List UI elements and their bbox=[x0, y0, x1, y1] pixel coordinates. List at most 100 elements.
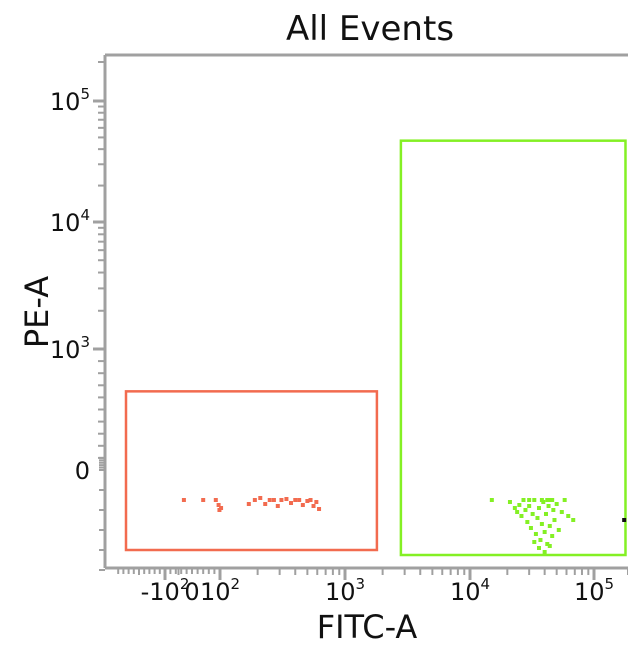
data-point-series-2 bbox=[539, 498, 544, 502]
y-tick-label: 105 bbox=[50, 85, 90, 116]
x-tick-label-text: -102 bbox=[141, 575, 190, 606]
data-point-series-2 bbox=[512, 506, 517, 510]
data-point-series-2 bbox=[542, 550, 547, 554]
data-point-series-2 bbox=[552, 518, 557, 522]
tick-exponent: 5 bbox=[80, 85, 90, 103]
y-tick-label-text: 105 bbox=[50, 85, 90, 116]
data-point-series-2 bbox=[533, 532, 538, 536]
data-point-series-1 bbox=[311, 504, 316, 508]
data-point-series-2 bbox=[515, 510, 520, 514]
y-tick-label-text: 104 bbox=[50, 206, 90, 237]
data-points bbox=[181, 496, 627, 554]
tick-base: 10 bbox=[50, 209, 81, 237]
data-point-series-1 bbox=[267, 498, 272, 502]
y-tick-label: 103 bbox=[50, 333, 90, 364]
tick-base: 0 bbox=[184, 578, 199, 606]
data-point-series-2 bbox=[519, 514, 524, 518]
y-tick-label: 104 bbox=[50, 206, 90, 237]
data-point-series-2 bbox=[521, 498, 526, 502]
data-point-series-1 bbox=[252, 498, 257, 502]
tick-exponent: 4 bbox=[80, 206, 90, 224]
data-point-series-2 bbox=[507, 500, 512, 504]
data-point-series-2 bbox=[536, 506, 541, 510]
data-point-series-2 bbox=[489, 498, 494, 502]
tick-base: 10 bbox=[574, 578, 605, 606]
tick-exponent: 3 bbox=[80, 333, 90, 351]
data-point-series-2 bbox=[523, 508, 528, 512]
data-point-series-2 bbox=[566, 514, 571, 518]
y-axis-minor-ticks bbox=[93, 61, 105, 571]
x-tick-label-text: 105 bbox=[574, 575, 614, 606]
data-point-series-2 bbox=[536, 546, 541, 550]
data-point-series-2 bbox=[539, 522, 544, 526]
data-point-series-2 bbox=[527, 504, 532, 508]
data-point-series-1 bbox=[213, 498, 218, 502]
x-axis-minor-ticks bbox=[117, 568, 628, 580]
data-point-series-1 bbox=[201, 498, 206, 502]
x-tick-label: 103 bbox=[325, 575, 365, 606]
gates bbox=[124, 139, 627, 557]
tick-base: 10 bbox=[200, 578, 231, 606]
x-tick-label-text: 102 bbox=[200, 575, 240, 606]
x-tick-label: 102 bbox=[200, 575, 240, 606]
data-point-series-2 bbox=[535, 516, 540, 520]
y-tick-label: 0 bbox=[75, 457, 90, 485]
data-point-series-2 bbox=[538, 538, 543, 542]
data-point-series-2 bbox=[554, 502, 559, 506]
data-point-series-2 bbox=[545, 498, 550, 502]
tick-base: 10 bbox=[325, 578, 356, 606]
data-point-series-1 bbox=[305, 499, 310, 503]
data-point-series-1 bbox=[181, 498, 186, 502]
data-point-series-1 bbox=[308, 498, 313, 502]
data-point-series-2 bbox=[532, 498, 537, 502]
x-tick-label-text: 104 bbox=[450, 575, 490, 606]
x-tick-label: 0 bbox=[184, 578, 199, 606]
tick-base: 10 bbox=[450, 578, 481, 606]
tick-exponent: 4 bbox=[481, 575, 491, 593]
x-tick-label-text: 0 bbox=[184, 578, 199, 606]
y-tick-label-text: 103 bbox=[50, 333, 90, 364]
data-point-series-2 bbox=[530, 512, 535, 516]
data-point-series-1 bbox=[216, 503, 221, 507]
data-point-series-2 bbox=[556, 528, 561, 532]
data-point-series-2 bbox=[547, 524, 552, 528]
data-point-series-1 bbox=[284, 497, 289, 501]
data-point-series-2 bbox=[546, 504, 551, 508]
data-point-series-2 bbox=[550, 534, 555, 538]
data-point-series-2 bbox=[542, 530, 547, 534]
data-point-series-2 bbox=[571, 518, 576, 522]
data-point-series-2 bbox=[545, 542, 550, 546]
data-point-series-2 bbox=[525, 520, 530, 524]
data-point-series-2 bbox=[528, 526, 533, 530]
data-point-series-1 bbox=[289, 501, 294, 505]
tick-exponent: 2 bbox=[180, 575, 190, 593]
x-tick-label: -102 bbox=[141, 575, 190, 606]
data-point-series-2 bbox=[550, 498, 555, 502]
x-tick-label: 105 bbox=[574, 575, 614, 606]
data-point-series-1 bbox=[314, 500, 319, 504]
data-point-series-2 bbox=[547, 544, 552, 548]
gate-2 bbox=[399, 139, 627, 557]
y-axis-title: PE-A bbox=[18, 276, 56, 348]
data-point-series-2 bbox=[543, 512, 548, 516]
tick-base: 0 bbox=[75, 457, 90, 485]
data-point-series-2 bbox=[527, 498, 532, 502]
x-tick-label-text: 103 bbox=[325, 575, 365, 606]
data-point-series-1 bbox=[263, 502, 268, 506]
tick-exponent: 5 bbox=[605, 575, 615, 593]
x-tick-label: 104 bbox=[450, 575, 490, 606]
data-point-series-1 bbox=[317, 507, 322, 511]
data-point-series-1 bbox=[219, 506, 224, 510]
data-point-series-2 bbox=[559, 510, 564, 514]
data-point-series-1 bbox=[297, 498, 302, 502]
tick-base: 10 bbox=[50, 336, 81, 364]
data-point-series-1 bbox=[275, 504, 280, 508]
tick-base: 10 bbox=[50, 88, 81, 116]
data-point-series-1 bbox=[279, 498, 284, 502]
chart-title: All Events bbox=[286, 9, 454, 49]
data-point-series-1 bbox=[271, 498, 276, 502]
tick-exponent: 3 bbox=[356, 575, 366, 593]
